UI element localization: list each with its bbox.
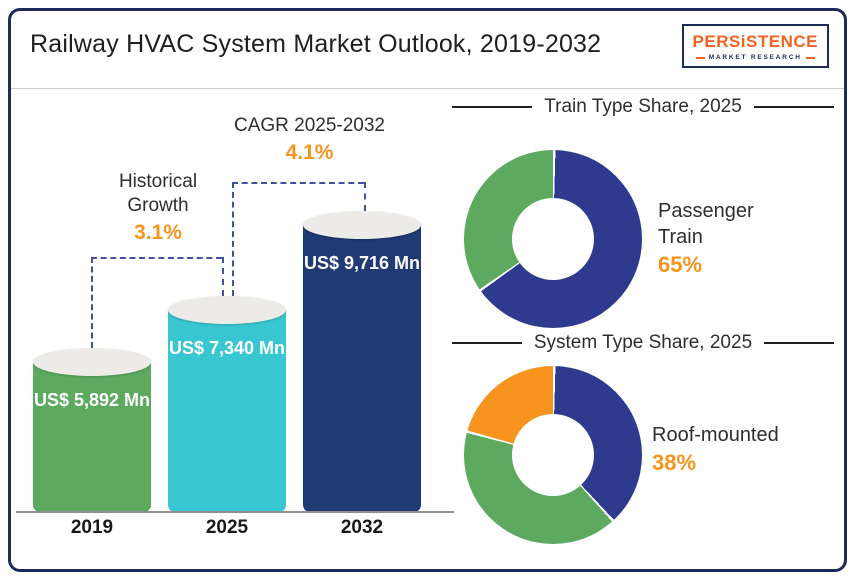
dashed-connector <box>222 257 224 296</box>
callout-label: Roof-mounted <box>652 424 779 446</box>
dashed-connector <box>232 182 234 296</box>
callout-value: 65% <box>658 252 703 277</box>
bar-value-label: US$ 7,340 Mn <box>168 338 286 359</box>
callout-passenger-train: Passenger Train 65% <box>658 198 798 278</box>
brand-logo: PERSiSTENCE MARKET RESEARCH <box>681 24 829 68</box>
annotation-value: 3.1% <box>134 220 182 244</box>
section-rule-left <box>452 342 522 344</box>
donut-hole <box>512 414 594 496</box>
market-bar: US$ 7,340 Mn <box>168 296 286 512</box>
logo-rule-right-icon <box>805 56 815 59</box>
brand-name: PERSiSTENCE <box>692 32 818 51</box>
logo-rule-left-icon <box>695 56 705 59</box>
section-rule-left <box>452 106 533 108</box>
donut-chart <box>464 150 642 328</box>
annotation-label: CAGR 2025-2032 <box>233 115 386 136</box>
brand-tagline: MARKET RESEARCH <box>708 54 802 61</box>
callout-roof-mounted: Roof-mounted 38% <box>652 422 832 476</box>
callout-value: 38% <box>652 450 697 475</box>
donut-hole <box>512 198 594 280</box>
annotation-label: Historical Growth <box>118 171 198 216</box>
dashed-connector <box>232 182 364 184</box>
annotation-historical-growth: Historical Growth 3.1% <box>86 170 230 245</box>
market-bar: US$ 9,716 Mn <box>303 211 421 512</box>
bar-value-label: US$ 9,716 Mn <box>303 253 421 273</box>
annotation-cagr: CAGR 2025-2032 4.1% <box>222 114 397 165</box>
section-title-system-type: System Type Share, 2025 <box>452 332 834 354</box>
market-bar: US$ 5,892 Mn <box>33 348 151 512</box>
bar-top-ellipse <box>33 348 151 376</box>
section-rule-right <box>764 342 834 344</box>
dashed-connector <box>91 257 93 348</box>
bar-value-label: US$ 5,892 Mn <box>33 390 151 410</box>
page-title: Railway HVAC System Market Outlook, 2019… <box>30 30 602 58</box>
donut-chart <box>464 366 642 544</box>
bar-top-ellipse <box>303 211 421 239</box>
dashed-connector <box>91 257 222 259</box>
category-label: 2032 <box>340 517 384 538</box>
section-rule-right <box>753 106 835 108</box>
annotation-value: 4.1% <box>285 140 334 164</box>
section-title-train-type: Train Type Share, 2025 <box>452 96 835 118</box>
category-label: 2019 <box>70 517 114 538</box>
brand-tagline-row: MARKET RESEARCH <box>693 54 818 61</box>
bar-top-ellipse <box>168 296 286 325</box>
x-axis-baseline <box>16 511 454 513</box>
category-label: 2025 <box>205 517 249 538</box>
title-divider <box>11 88 844 89</box>
section-title-text: System Type Share, 2025 <box>533 332 753 353</box>
section-title-text: Train Type Share, 2025 <box>544 96 742 117</box>
callout-label: Passenger Train <box>658 200 754 248</box>
dashed-connector <box>364 182 366 211</box>
